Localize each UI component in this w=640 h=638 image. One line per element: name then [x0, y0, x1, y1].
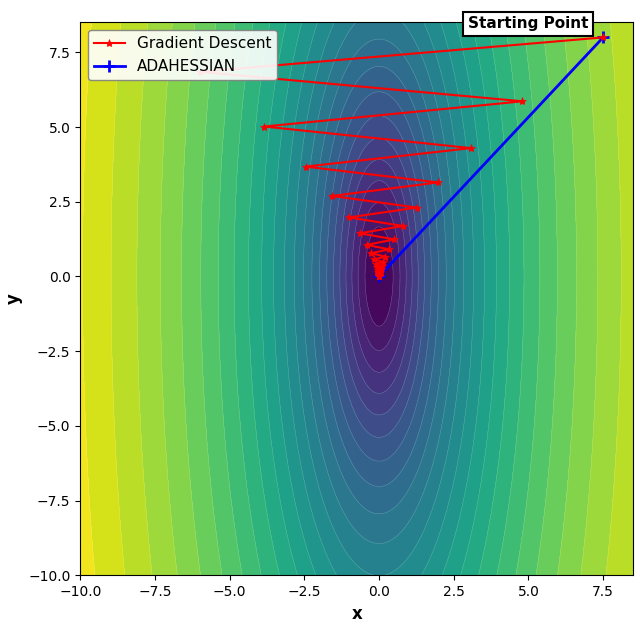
Line: ADAHESSIAN: ADAHESSIAN	[373, 31, 609, 283]
Gradient Descent	[434, 179, 442, 186]
Gradient Descent	[375, 272, 383, 280]
Gradient Descent	[345, 214, 353, 221]
Gradient Descent	[367, 249, 375, 257]
ADAHESSIAN	[599, 34, 607, 41]
Line: Gradient Descent: Gradient Descent	[196, 33, 607, 281]
ADAHESSIAN	[375, 272, 383, 280]
Legend: Gradient Descent, ADAHESSIAN: Gradient Descent, ADAHESSIAN	[88, 30, 277, 80]
Gradient Descent	[599, 34, 607, 41]
Gradient Descent	[518, 98, 526, 105]
Gradient Descent	[376, 271, 383, 278]
X-axis label: x: x	[351, 605, 362, 623]
Y-axis label: y: y	[4, 293, 22, 304]
Gradient Descent	[375, 272, 383, 280]
Text: Starting Point: Starting Point	[468, 17, 588, 31]
